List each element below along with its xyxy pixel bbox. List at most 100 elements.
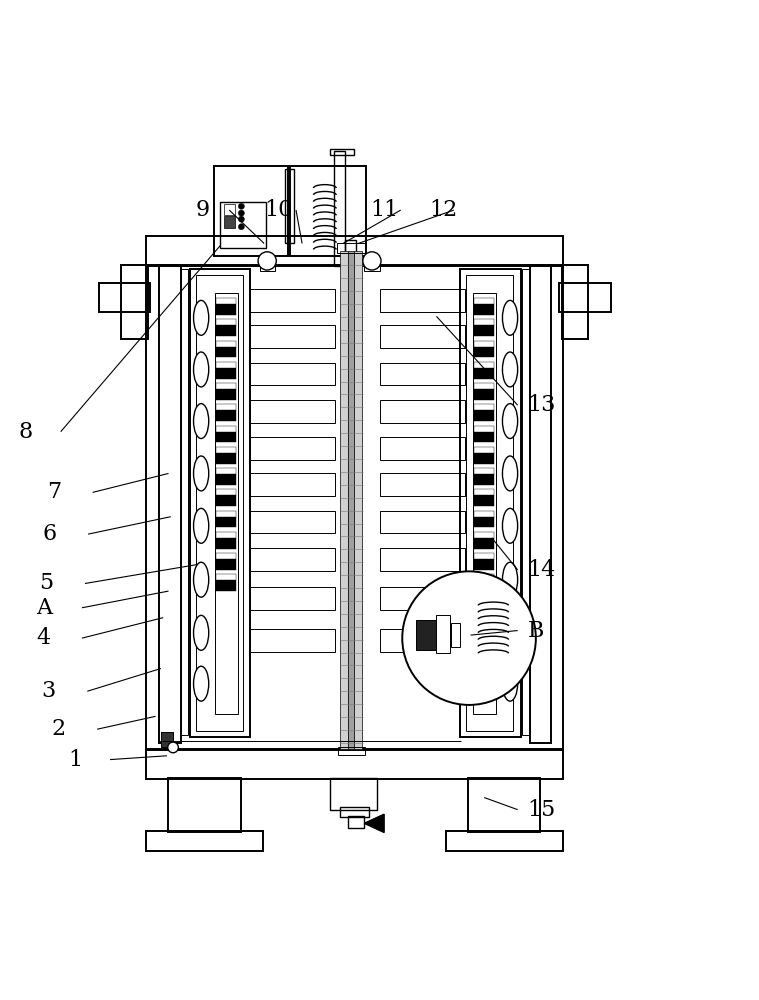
Polygon shape [364, 814, 384, 832]
Text: 13: 13 [528, 394, 556, 416]
Text: 7: 7 [47, 481, 61, 503]
Text: 5: 5 [39, 572, 54, 594]
Bar [474, 489, 494, 495]
Bar [337, 243, 366, 253]
Bar [224, 216, 235, 228]
Bar [364, 263, 380, 271]
Bar [330, 149, 354, 155]
Bar [181, 269, 188, 735]
Bar [474, 410, 494, 421]
Bar [474, 347, 494, 357]
Bar [216, 559, 236, 570]
Bar [161, 732, 173, 747]
Bar [338, 747, 365, 755]
Bar [216, 304, 236, 315]
Ellipse shape [502, 508, 518, 543]
Bar [250, 511, 335, 533]
Bar [474, 574, 494, 580]
Bar [146, 236, 563, 266]
Text: 9: 9 [196, 199, 210, 221]
Text: 6: 6 [43, 523, 57, 545]
Circle shape [238, 210, 244, 216]
Text: A: A [36, 597, 52, 619]
Bar [214, 166, 288, 256]
Bar [446, 831, 563, 851]
Text: 4: 4 [36, 627, 51, 649]
Bar [216, 325, 236, 336]
Bar [474, 325, 494, 336]
Text: 14: 14 [528, 559, 556, 581]
Bar [474, 404, 494, 410]
Bar [216, 410, 236, 421]
Bar [216, 553, 236, 559]
Bar [474, 447, 494, 453]
Bar [220, 202, 266, 248]
Bar [216, 453, 236, 464]
Bar [330, 778, 377, 810]
Bar [345, 240, 356, 266]
Bar [474, 559, 494, 570]
Bar [216, 517, 236, 527]
Bar [474, 511, 494, 517]
Circle shape [238, 203, 244, 209]
Bar [196, 275, 243, 731]
Bar [216, 389, 236, 400]
Bar [559, 283, 611, 312]
Bar [216, 474, 236, 485]
Bar [474, 432, 494, 442]
Bar [522, 269, 530, 735]
Bar [285, 169, 294, 243]
Bar [530, 265, 551, 743]
Circle shape [238, 224, 244, 230]
Bar [216, 532, 236, 538]
Bar [216, 298, 236, 304]
Bar [121, 265, 148, 339]
Circle shape [258, 252, 276, 270]
Bar [380, 511, 465, 533]
Bar [216, 404, 236, 410]
Bar [474, 553, 494, 559]
Bar [474, 580, 494, 591]
Bar [190, 269, 250, 737]
Text: 3: 3 [42, 680, 56, 702]
Bar [474, 362, 494, 368]
Bar [473, 293, 496, 714]
Bar [474, 341, 494, 347]
Bar [474, 495, 494, 506]
Bar [216, 368, 236, 379]
Bar [474, 453, 494, 464]
Ellipse shape [194, 456, 209, 491]
Ellipse shape [194, 508, 209, 543]
Bar [216, 489, 236, 495]
Bar [460, 269, 521, 737]
Bar [380, 587, 465, 610]
Bar [474, 468, 494, 474]
Bar [348, 816, 364, 828]
Text: 15: 15 [528, 799, 556, 821]
Bar [216, 574, 236, 580]
Bar [474, 532, 494, 538]
Bar [474, 426, 494, 432]
Text: 2: 2 [52, 718, 66, 740]
Text: 8: 8 [19, 421, 33, 443]
Bar [380, 629, 465, 652]
Bar [334, 151, 345, 266]
Ellipse shape [194, 404, 209, 439]
Bar [474, 538, 494, 549]
Ellipse shape [194, 615, 209, 650]
Bar [436, 615, 450, 653]
Bar [260, 263, 275, 271]
Ellipse shape [502, 300, 518, 335]
Bar [159, 265, 181, 743]
Circle shape [363, 252, 381, 270]
Bar [216, 383, 236, 389]
Bar [474, 474, 494, 485]
Bar [224, 204, 235, 215]
Bar [99, 283, 150, 312]
Bar [250, 437, 335, 460]
Bar [474, 389, 494, 400]
Bar [466, 275, 513, 731]
Ellipse shape [502, 615, 518, 650]
Text: 11: 11 [370, 199, 398, 221]
Bar [216, 580, 236, 591]
